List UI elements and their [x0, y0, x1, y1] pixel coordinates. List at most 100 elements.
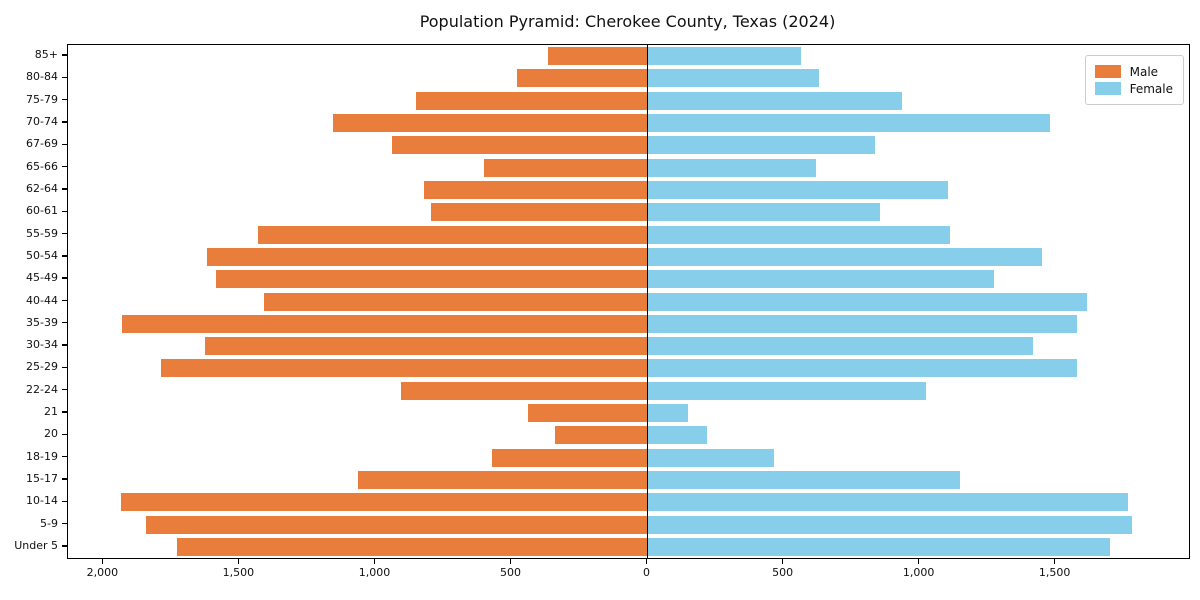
bar-male-15-17 [357, 470, 648, 489]
y-tick-label-Under 5: Under 5 [14, 538, 58, 552]
y-tick-label-67-69: 67-69 [26, 137, 58, 151]
zero-axis-line [646, 45, 649, 558]
y-tick-label-18-19: 18-19 [26, 449, 58, 463]
bar-female-85+ [647, 47, 802, 66]
y-tick-label-35-39: 35-39 [26, 315, 58, 329]
legend: Male Female [1084, 55, 1184, 105]
x-tick-label-1,500: 1,500 [1038, 566, 1071, 579]
y-tick-mark [62, 389, 67, 391]
x-tick-label-1,500: 1,500 [222, 566, 255, 579]
y-tick-mark [62, 344, 67, 346]
bar-female-35-39 [647, 314, 1078, 333]
bar-female-75-79 [647, 91, 902, 110]
bar-female-15-17 [647, 470, 961, 489]
bar-male-30-34 [205, 337, 648, 356]
y-tick-label-10-14: 10-14 [26, 494, 58, 508]
y-tick-mark [62, 121, 67, 123]
y-tick-label-65-66: 65-66 [26, 159, 58, 173]
x-tick-mark [373, 559, 376, 564]
x-tick-label-500: 500 [500, 566, 521, 579]
bar-female-30-34 [647, 337, 1033, 356]
y-tick-mark [62, 478, 67, 480]
legend-male-swatch [1094, 65, 1121, 78]
y-tick-mark [62, 232, 67, 235]
y-tick-label-25-29: 25-29 [26, 360, 58, 374]
bar-male-55-59 [258, 225, 648, 244]
bar-male-85+ [548, 47, 648, 66]
x-tick-mark [781, 559, 784, 564]
bar-male-50-54 [206, 247, 648, 266]
bar-male-20 [555, 426, 648, 445]
bar-female-21 [647, 404, 689, 423]
x-tick-label-1,000: 1,000 [358, 566, 391, 579]
legend-entry-male: Male [1094, 63, 1173, 80]
y-tick-mark [62, 76, 67, 79]
y-tick-label-85+: 85+ [34, 48, 58, 62]
bar-male-67-69 [391, 136, 648, 155]
y-tick-label-75-79: 75-79 [26, 92, 58, 106]
bar-male-40-44 [263, 292, 648, 311]
y-tick-label-45-49: 45-49 [26, 271, 58, 285]
bar-female-Under 5 [647, 537, 1111, 556]
bar-male-35-39 [122, 314, 648, 333]
y-tick-label-80-84: 80-84 [26, 70, 58, 84]
y-tick-mark [62, 366, 67, 369]
bar-male-80-84 [516, 69, 648, 88]
y-tick-mark [62, 411, 67, 413]
bar-male-Under 5 [176, 537, 648, 556]
y-tick-mark [62, 500, 67, 502]
bar-female-25-29 [647, 359, 1078, 378]
bar-female-67-69 [647, 136, 875, 155]
bar-female-65-66 [647, 158, 817, 177]
bar-male-18-19 [492, 448, 648, 467]
x-tick-mark [101, 559, 104, 564]
bar-female-70-74 [647, 114, 1051, 133]
y-tick-label-70-74: 70-74 [26, 115, 58, 129]
bar-female-45-49 [647, 270, 995, 289]
plot-area: Male Female [67, 44, 1190, 559]
bar-female-22-24 [647, 381, 927, 400]
y-tick-label-5-9: 5-9 [40, 516, 58, 530]
y-tick-label-21: 21 [44, 405, 58, 419]
bar-male-5-9 [145, 515, 648, 534]
legend-entry-female: Female [1094, 80, 1173, 97]
x-tick-label-1,000: 1,000 [902, 566, 935, 579]
x-tick-label-2,000: 2,000 [86, 566, 119, 579]
bar-male-25-29 [160, 359, 648, 378]
y-tick-label-30-34: 30-34 [26, 338, 58, 352]
y-tick-label-55-59: 55-59 [26, 226, 58, 240]
x-tick-mark [917, 559, 920, 564]
bar-female-60-61 [647, 203, 881, 222]
y-tick-mark [62, 545, 67, 547]
y-tick-mark [62, 210, 67, 212]
bar-male-65-66 [484, 158, 648, 177]
y-tick-mark [62, 165, 67, 168]
y-tick-mark [62, 99, 67, 101]
y-tick-mark [62, 54, 67, 56]
bar-male-21 [527, 404, 648, 423]
y-tick-mark [62, 255, 67, 257]
y-tick-mark [62, 299, 67, 302]
x-tick-label-500: 500 [772, 566, 794, 579]
bar-female-18-19 [647, 448, 775, 467]
bar-female-50-54 [647, 247, 1043, 266]
bar-male-60-61 [431, 203, 648, 222]
bar-male-45-49 [216, 270, 648, 289]
legend-female-swatch [1094, 82, 1121, 95]
y-tick-mark [62, 188, 67, 190]
y-tick-mark [62, 277, 67, 279]
bar-male-75-79 [416, 91, 648, 110]
bar-female-5-9 [647, 515, 1132, 534]
bar-male-10-14 [121, 493, 648, 512]
y-tick-label-62-64: 62-64 [26, 181, 58, 195]
y-tick-mark [62, 143, 67, 146]
y-tick-label-15-17: 15-17 [26, 471, 58, 485]
bar-male-62-64 [424, 180, 648, 199]
x-tick-mark [237, 559, 240, 564]
bar-male-70-74 [333, 114, 648, 133]
bar-female-62-64 [647, 180, 949, 199]
bar-female-20 [647, 426, 708, 445]
y-tick-label-22-24: 22-24 [26, 382, 58, 396]
bar-female-40-44 [647, 292, 1087, 311]
